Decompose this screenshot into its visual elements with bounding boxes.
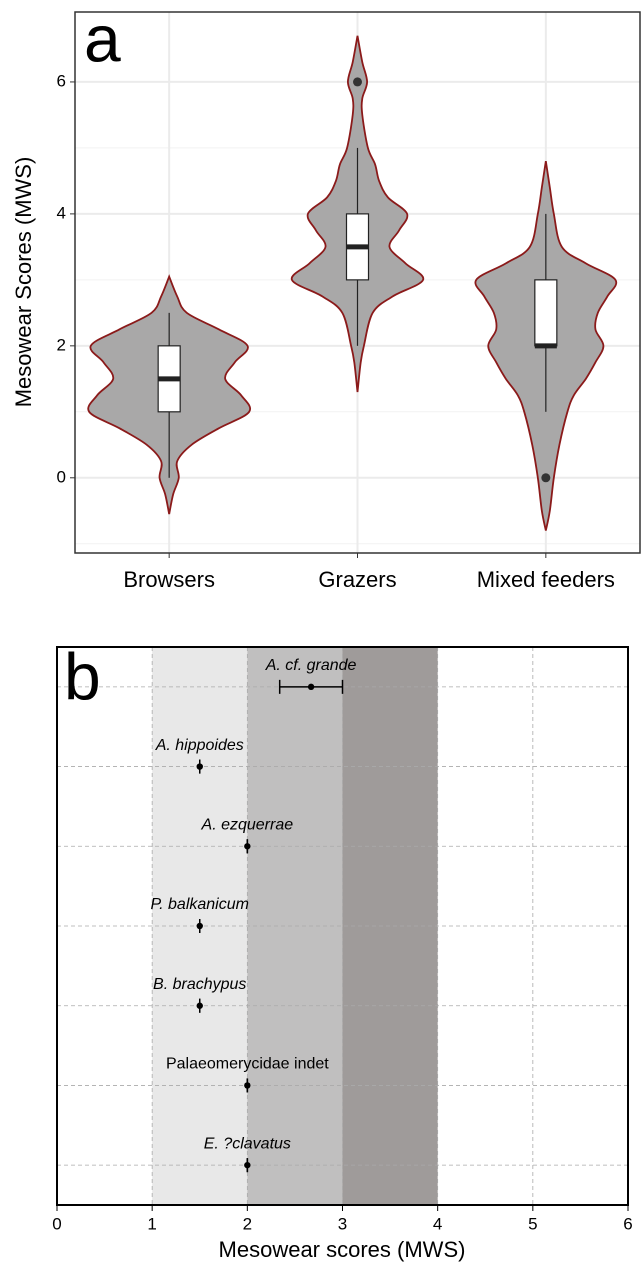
outlier (353, 77, 362, 87)
y-tick-label: 0 (57, 467, 66, 486)
plot-frame (56, 646, 629, 1206)
x-tick-label: 3 (338, 1214, 347, 1233)
x-tick-label: 6 (623, 1214, 632, 1233)
species-label: A. hippoides (155, 737, 244, 754)
x-tick-label: Grazers (318, 567, 396, 592)
point (244, 1082, 251, 1089)
y-axis-label: Mesowear Scores (MWS) (11, 157, 36, 408)
y-tick-label: 6 (57, 71, 66, 90)
point (307, 683, 315, 691)
species-label: A. ezquerrae (201, 817, 294, 834)
species-label: B. brachypus (153, 976, 246, 993)
point (196, 763, 203, 770)
species-label: E. ?clavatus (204, 1135, 291, 1152)
point (196, 922, 203, 930)
panel-label: a (84, 1, 121, 75)
x-tick-label: 4 (433, 1214, 442, 1233)
x-tick-label: Browsers (123, 567, 215, 592)
plot-frame (74, 11, 641, 554)
x-axis-label: Mesowear scores (MWS) (219, 1237, 466, 1262)
y-tick-label: 2 (57, 335, 66, 354)
species-label: A. cf. grande (265, 657, 357, 674)
outlier (541, 473, 551, 483)
y-tick-label: 4 (57, 203, 66, 222)
box (534, 279, 558, 347)
species-label: Palaeomerycidae indet (166, 1056, 329, 1073)
x-tick-label: 2 (243, 1214, 252, 1233)
x-tick-label: 0 (52, 1214, 61, 1233)
x-tick-label: 1 (147, 1214, 156, 1233)
species-label: P. balkanicum (151, 896, 249, 913)
point (196, 1002, 203, 1009)
point (244, 843, 251, 850)
panel-label: b (64, 639, 101, 713)
x-tick-label: 5 (528, 1214, 537, 1233)
x-tick-label: Mixed feeders (477, 567, 615, 592)
point (244, 1161, 251, 1169)
